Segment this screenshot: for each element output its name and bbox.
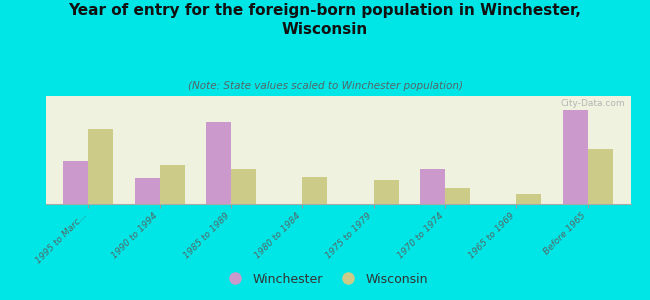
Bar (88, 129, 113, 204)
Bar (588, 149, 613, 204)
Bar (420, 169, 445, 204)
Bar (160, 165, 185, 204)
Bar (135, 178, 160, 204)
Bar (445, 188, 470, 204)
Bar (63, 161, 88, 204)
Bar (206, 122, 231, 204)
Bar (563, 110, 588, 204)
Text: Year of entry for the foreign-born population in Winchester,
Wisconsin: Year of entry for the foreign-born popul… (68, 3, 582, 37)
Bar (374, 180, 398, 204)
Bar (516, 194, 541, 204)
Bar (302, 176, 328, 204)
Legend: Winchester, Wisconsin: Winchester, Wisconsin (217, 268, 433, 291)
Text: (Note: State values scaled to Winchester population): (Note: State values scaled to Winchester… (187, 81, 463, 91)
Text: City-Data.com: City-Data.com (560, 99, 625, 108)
Bar (231, 169, 256, 204)
